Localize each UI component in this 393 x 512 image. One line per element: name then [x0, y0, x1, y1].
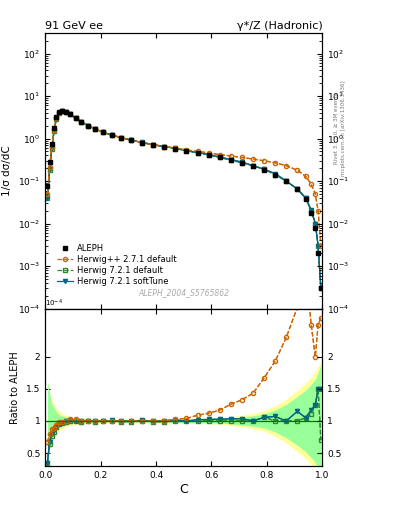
- Text: $10^{-4}$: $10^{-4}$: [45, 297, 63, 309]
- Y-axis label: 1/σ dσ/dC: 1/σ dσ/dC: [2, 145, 12, 196]
- Y-axis label: Ratio to ALEPH: Ratio to ALEPH: [10, 351, 20, 423]
- Text: mcplots.cern.ch [arXiv:1306.3436]: mcplots.cern.ch [arXiv:1306.3436]: [342, 80, 346, 176]
- Text: 91 GeV ee: 91 GeV ee: [45, 21, 103, 31]
- Text: Rivet 3.1.10, ≥ 3M events: Rivet 3.1.10, ≥ 3M events: [334, 92, 338, 164]
- Text: γ*/Z (Hadronic): γ*/Z (Hadronic): [237, 21, 322, 31]
- Text: ALEPH_2004_S5765862: ALEPH_2004_S5765862: [138, 289, 229, 297]
- X-axis label: C: C: [179, 482, 188, 496]
- Legend: ALEPH, Herwig++ 2.7.1 default, Herwig 7.2.1 default, Herwig 7.2.1 softTune: ALEPH, Herwig++ 2.7.1 default, Herwig 7.…: [55, 242, 179, 288]
